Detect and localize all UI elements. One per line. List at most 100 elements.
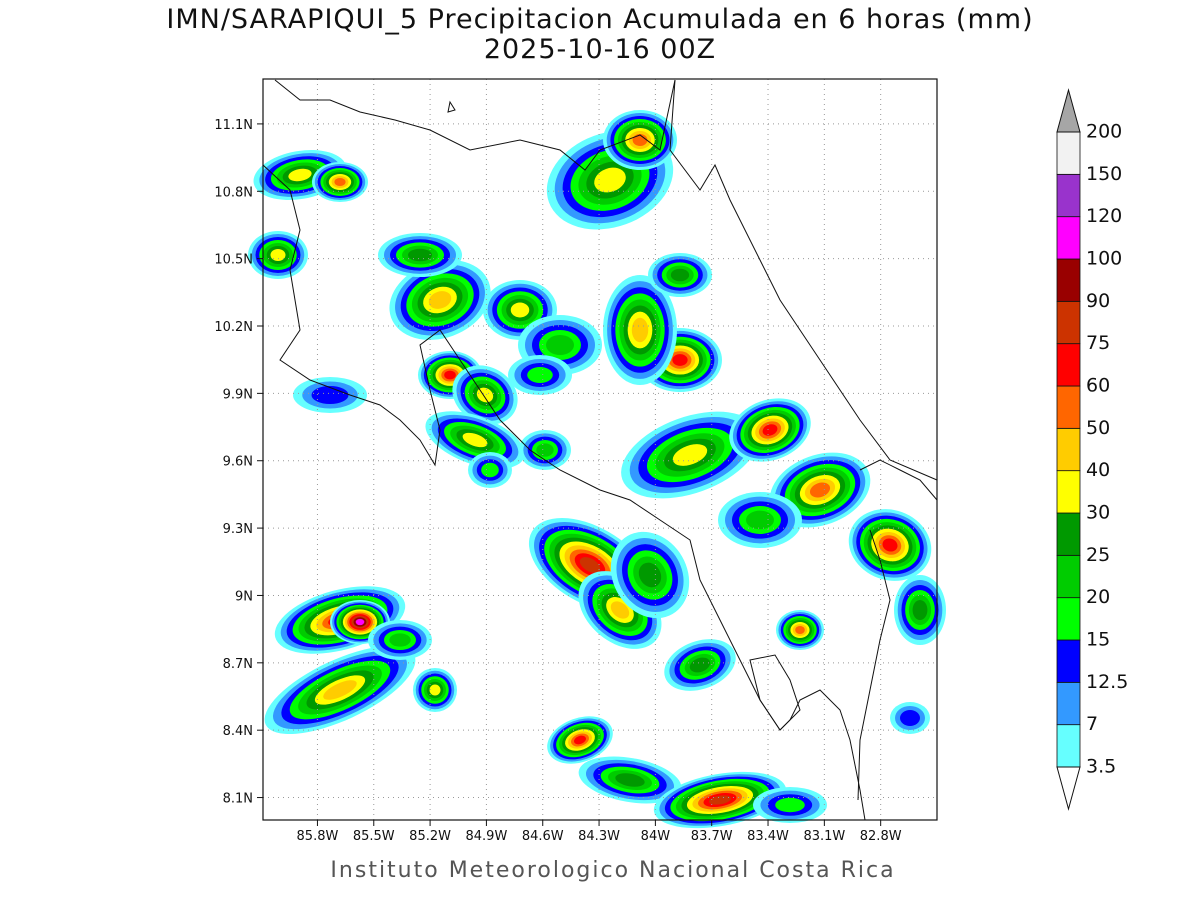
colorbar-over (1056, 88, 1081, 133)
colorbar-swatch (1056, 131, 1081, 175)
precip-contour (481, 462, 499, 478)
x-tick-label: 83.7W (691, 829, 733, 844)
colorbar-swatch (1056, 173, 1081, 218)
y-tick-label: 9.9N (223, 387, 253, 402)
precip-contour (882, 538, 898, 552)
colorbar-label: 30 (1086, 502, 1110, 524)
footer: Instituto Meteorologico Nacional Costa R… (330, 858, 895, 883)
colorbar-swatch (1056, 300, 1081, 345)
precip-contour (311, 386, 349, 404)
precip-contour (746, 510, 774, 530)
precip-contour (708, 795, 732, 805)
colorbar-label: 40 (1086, 459, 1110, 481)
precip-contour (809, 482, 831, 498)
colorbar-label: 7 (1086, 713, 1098, 735)
colorbar-swatch (1056, 554, 1081, 599)
colorbar-label: 12.5 (1086, 671, 1128, 693)
colorbar-label: 50 (1086, 417, 1110, 439)
precip-contour (912, 600, 928, 620)
precip-contour (632, 134, 648, 146)
coast (859, 459, 938, 501)
axes: 85.8W 85.5W 85.2W 84.9W 84.6W 84.3W 84W 83.7W 83… (214, 118, 901, 844)
colorbar-swatch (1056, 470, 1081, 514)
precip-contour (288, 168, 312, 182)
precip-contour (462, 432, 488, 448)
precip-contour (546, 335, 574, 355)
x-tick-label: 83.1W (803, 829, 845, 844)
precip-contour (762, 424, 778, 436)
colorbar-swatch (1056, 681, 1081, 726)
precip-contour (355, 618, 365, 626)
precip-contour (334, 178, 346, 186)
colorbar-swatch (1056, 639, 1081, 683)
y-tick-label: 9.3N (223, 522, 253, 537)
precip-contour (444, 370, 456, 380)
coast (669, 79, 938, 481)
colorbar-label: 100 (1086, 248, 1122, 270)
coast (857, 529, 891, 801)
colorbar: 3.5 7 12.5 15 20 25 30 40 50 60 75 90 100 120 150 200 (1056, 88, 1128, 811)
colorbar-swatch (1056, 343, 1081, 387)
precip-contour (672, 354, 688, 366)
x-tick-label: 85.2W (409, 829, 451, 844)
coastline (262, 79, 938, 821)
coast (447, 100, 456, 113)
y-tick-label: 8.7N (223, 657, 253, 672)
x-tick-label: 84.3W (578, 829, 620, 844)
y-tick-label: 8.4N (223, 724, 253, 739)
colorbar-label: 90 (1086, 290, 1110, 312)
x-tick-label: 84.6W (522, 829, 564, 844)
x-tick-label: 83.4W (747, 829, 789, 844)
colorbar-label: 60 (1086, 375, 1110, 397)
precip-contour (900, 710, 920, 726)
colorbar-swatch (1056, 427, 1081, 472)
grid (263, 79, 937, 820)
precip-contour (638, 562, 662, 588)
subtitle: 2025-10-16 00Z (484, 34, 716, 65)
colorbar-swatch (1056, 258, 1081, 302)
y-tick-label: 8.1N (223, 792, 253, 807)
x-tick-label: 82.8W (860, 829, 902, 844)
precipitation-field (248, 110, 946, 829)
y-tick-label: 10.8N (214, 185, 253, 200)
x-tick-label: 85.8W (297, 829, 339, 844)
x-tick-label: 84W (641, 829, 671, 844)
x-tick-label: 84.9W (466, 829, 508, 844)
precip-contour (594, 167, 626, 193)
y-tick-label: 10.5N (214, 253, 253, 268)
precip-contour (689, 657, 711, 673)
map-frame (262, 78, 938, 821)
y-tick-label: 9N (235, 589, 253, 604)
colorbar-label: 15 (1086, 629, 1110, 651)
colorbar-label: 200 (1086, 121, 1122, 143)
precip-contour (323, 680, 357, 700)
title: IMN/SARAPIQUI_5 Precipitacion Acumulada … (166, 4, 1033, 35)
precip-contour (408, 248, 432, 262)
colorbar-swatch (1056, 512, 1081, 556)
x-tick-label: 85.5W (353, 829, 395, 844)
colorbar-label: 120 (1086, 205, 1122, 227)
precip-contour (615, 773, 645, 787)
colorbar-swatch (1056, 597, 1081, 641)
colorbar-under (1056, 766, 1081, 811)
precip-contour (670, 268, 690, 282)
precip-contour (795, 626, 805, 634)
precip-contour (429, 684, 441, 696)
colorbar-label: 3.5 (1086, 756, 1116, 778)
precip-contour (631, 317, 649, 343)
precip-contour (536, 443, 554, 457)
y-tick-label: 11.1N (214, 118, 253, 133)
colorbar-swatch (1056, 724, 1081, 768)
precip-contour (270, 249, 286, 261)
precip-contour (775, 797, 805, 813)
colorbar-swatch (1056, 216, 1081, 260)
colorbar-label: 25 (1086, 544, 1110, 566)
coast (749, 654, 801, 731)
precip-contour (389, 633, 411, 647)
precip-contour (510, 302, 530, 318)
colorbar-swatch (1056, 385, 1081, 429)
precip-contour (527, 367, 553, 383)
colorbar-label: 20 (1086, 586, 1110, 608)
precip-contour (579, 557, 601, 573)
